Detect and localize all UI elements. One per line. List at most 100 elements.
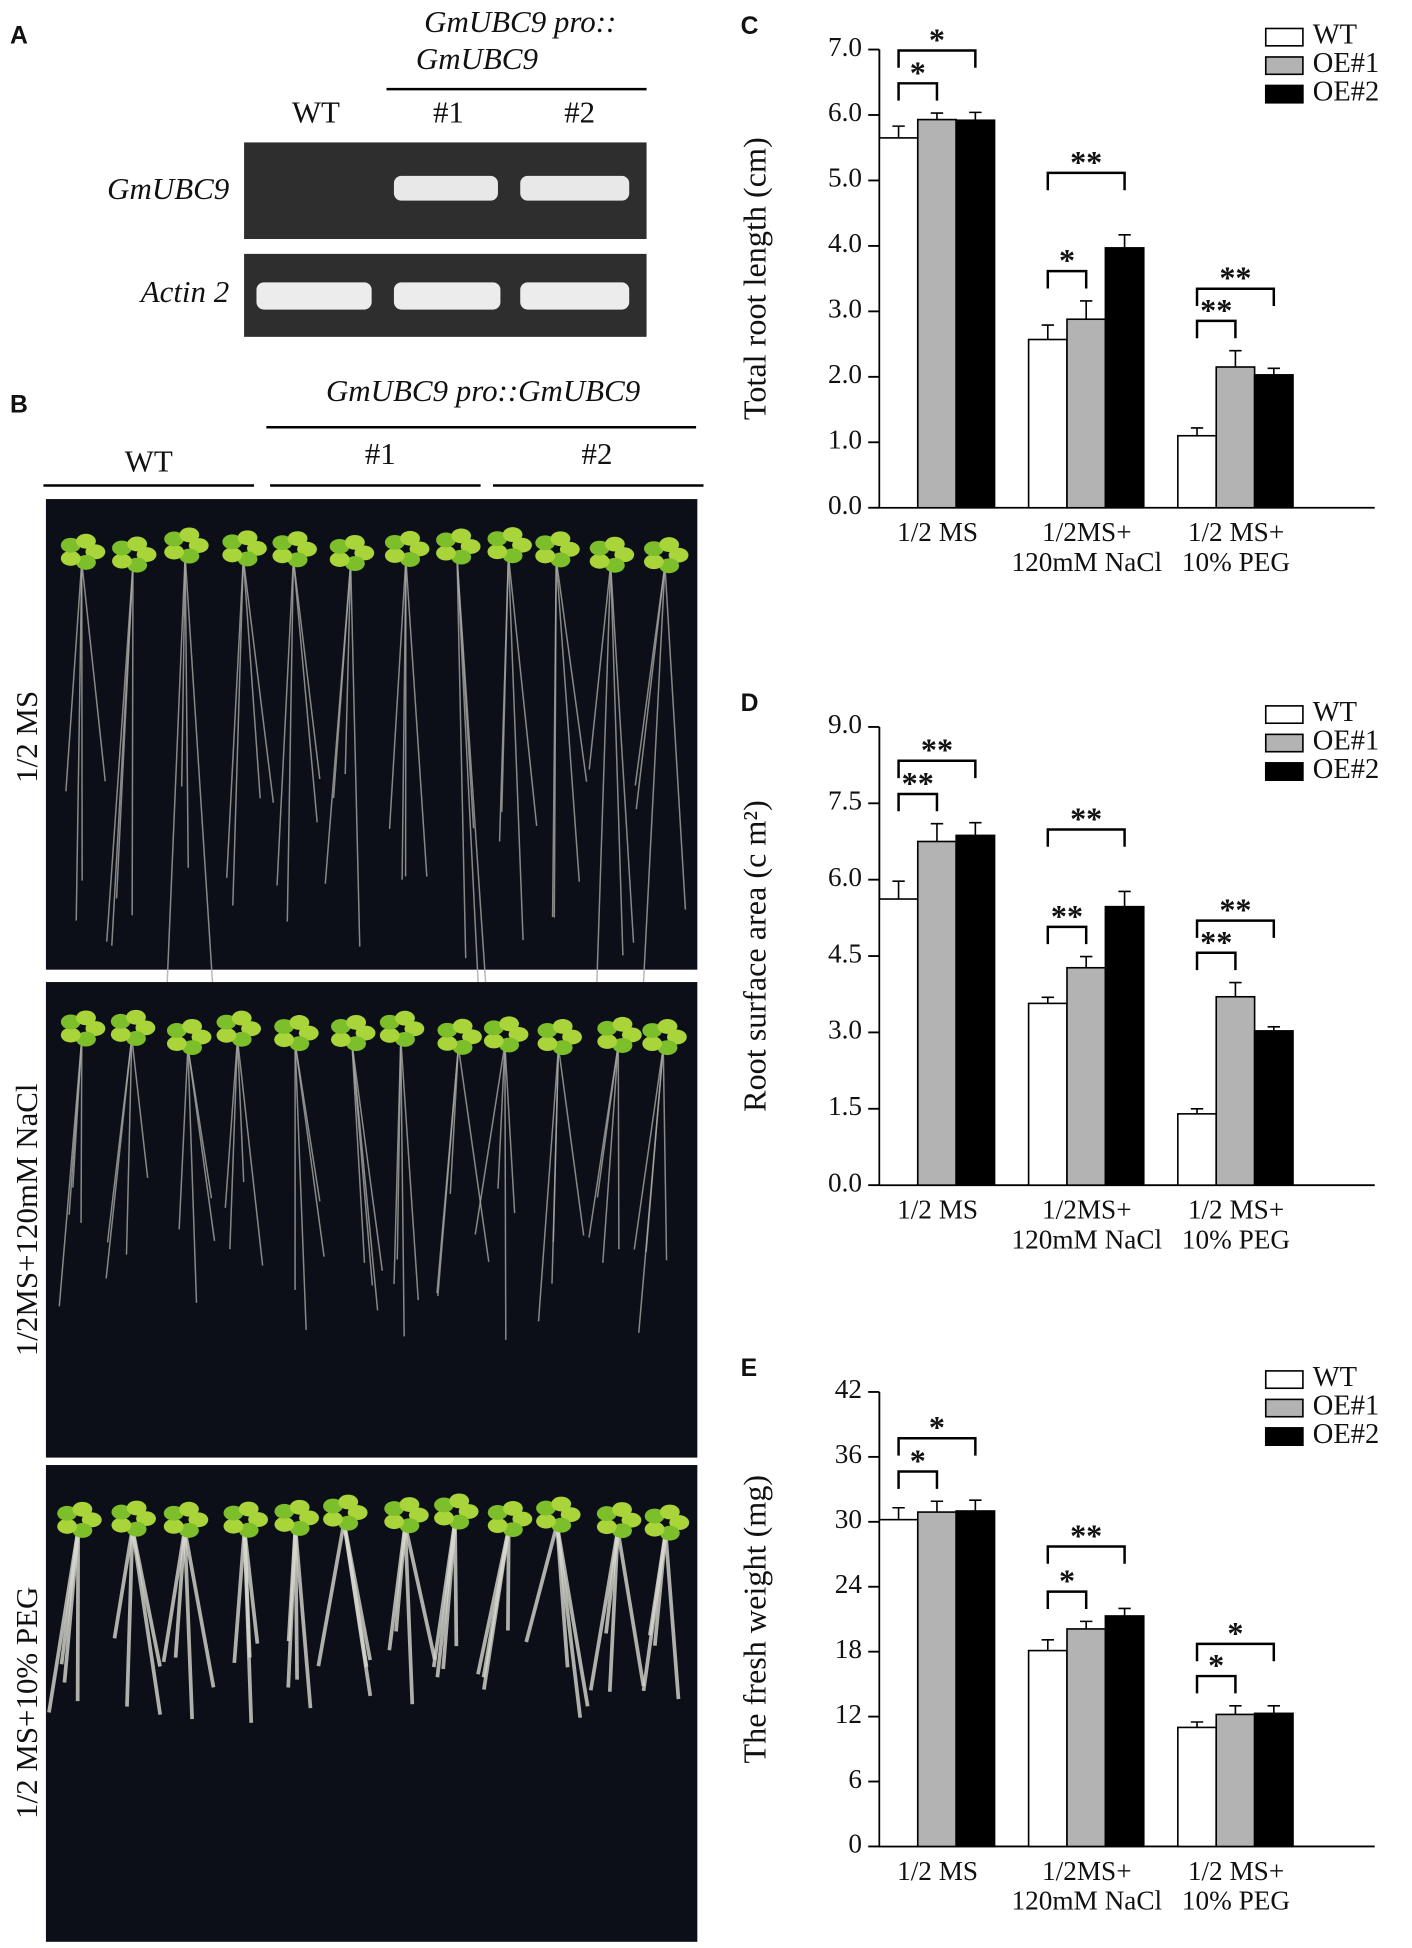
leaf (612, 1038, 633, 1053)
leaf (354, 545, 375, 561)
leaf (659, 1525, 680, 1541)
root (165, 555, 186, 1014)
y-tick-label: 0 (848, 1829, 862, 1859)
significance-bracket (1195, 1674, 1237, 1694)
leaf (642, 1036, 663, 1052)
y-tick-label: 4.0 (828, 228, 862, 258)
bar (1104, 905, 1145, 1186)
leaf (338, 1515, 359, 1531)
legend-swatch (1264, 705, 1304, 725)
significance-label: ** (1070, 144, 1102, 180)
root (184, 555, 215, 1010)
bar (878, 898, 919, 1186)
y-axis-label: Total root length (cm) (736, 137, 772, 420)
bar (1215, 366, 1256, 509)
gel-band (520, 175, 630, 201)
leaf (400, 530, 420, 546)
x-tick-label: 1/2 MS+ (1188, 517, 1284, 547)
error-bar (1190, 1721, 1204, 1728)
significance-bracket (1046, 269, 1088, 289)
panel-letter: B (10, 392, 28, 419)
leaf (223, 1518, 244, 1534)
leaf (338, 1494, 359, 1510)
leaf (126, 1521, 147, 1537)
leaf (559, 541, 580, 557)
leaf (436, 532, 456, 548)
root (75, 561, 83, 921)
error-bar (892, 1506, 905, 1520)
root (663, 1532, 681, 1700)
root (401, 558, 407, 880)
error-bar (1118, 1607, 1131, 1616)
root (482, 1528, 511, 1690)
leaf (188, 1512, 209, 1528)
leaf (323, 1511, 343, 1527)
leaf (404, 1021, 425, 1037)
lane-label: #2 (564, 94, 595, 129)
leaf (437, 1035, 458, 1051)
construct-label: GmUBC9 pro::GmUBC9 (326, 373, 640, 408)
error-bar (892, 880, 905, 900)
error-bar (1118, 890, 1131, 907)
significance-label: ** (1219, 892, 1251, 928)
root (456, 556, 467, 959)
leaf (657, 1019, 678, 1034)
x-tick-label: 120mM NaCl (1012, 547, 1163, 577)
legend-label: OE#1 (1313, 48, 1379, 79)
root (456, 556, 487, 989)
leaf (400, 552, 420, 567)
leaf (57, 1505, 78, 1521)
root (226, 558, 245, 878)
legend-label: WT (1313, 697, 1357, 728)
error-bar (969, 1499, 982, 1511)
root (664, 565, 687, 910)
leaf (487, 1505, 508, 1520)
root (349, 562, 361, 947)
leaf (657, 1040, 678, 1056)
condition-label: 1/2 MS+10% PEG (9, 1587, 44, 1819)
leaf (60, 1014, 81, 1030)
root (324, 562, 352, 884)
leaf (110, 1027, 131, 1042)
x-tick-label: 1/2MS+ (1042, 1856, 1132, 1886)
legend-swatch (1264, 733, 1304, 753)
leaf (182, 1040, 202, 1056)
leaf (508, 1026, 529, 1042)
leaf (499, 1016, 520, 1032)
bar (955, 834, 996, 1186)
significance-label: * (910, 1442, 926, 1478)
root (182, 1529, 216, 1688)
leaf (287, 552, 308, 568)
root (294, 1042, 325, 1257)
error-bar (930, 1500, 944, 1513)
legend-swatch (1264, 84, 1304, 104)
y-tick-label: 0.0 (828, 490, 862, 520)
significance-bracket (1046, 828, 1126, 847)
root (633, 1046, 664, 1250)
leaf (297, 541, 317, 557)
error-bar (969, 111, 982, 121)
legend-label: OE#2 (1313, 1419, 1379, 1450)
error-bar (1041, 324, 1054, 340)
leaf (614, 547, 635, 563)
significance-label: ** (902, 765, 934, 801)
line-label: #2 (582, 436, 613, 471)
root (609, 564, 635, 943)
error-bar (1267, 1704, 1280, 1714)
leaf (238, 1522, 259, 1538)
root (595, 564, 612, 1007)
legend-label: OE#2 (1313, 77, 1379, 108)
error-bar (1267, 367, 1280, 375)
leaf (60, 550, 81, 566)
root (501, 555, 510, 812)
leaf (222, 534, 243, 550)
root (65, 561, 83, 792)
leaf (289, 1036, 310, 1052)
significance-label: ** (1219, 260, 1251, 296)
leaf (76, 1031, 96, 1047)
leaf (642, 1023, 663, 1038)
leaf (85, 544, 106, 560)
significance-bracket (1195, 1642, 1276, 1662)
significance-label: * (1059, 1563, 1075, 1599)
gel-band (520, 282, 630, 310)
